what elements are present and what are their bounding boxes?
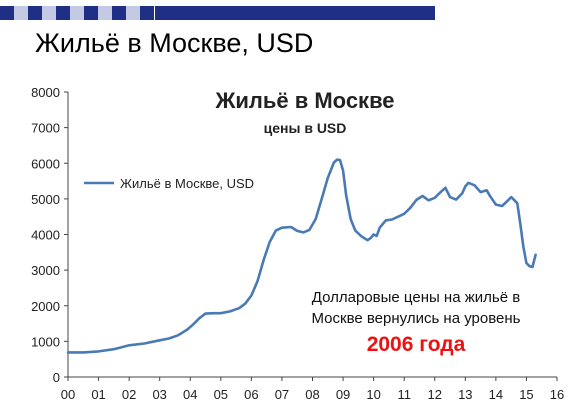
deco-square-7 [84, 6, 98, 20]
header-decoration [0, 6, 435, 20]
x-tick-label: 12 [428, 387, 442, 402]
y-tick-label: 2000 [31, 299, 60, 314]
annotation-line-2: Москве вернулись на уровень [312, 310, 521, 327]
x-tick-label: 14 [489, 387, 503, 402]
y-tick-label: 1000 [31, 334, 60, 349]
annotation: Долларовые цены на жильё в Москве вернул… [312, 289, 521, 356]
chart-title: Жильё в Москве [214, 88, 394, 113]
deco-square-8 [98, 6, 112, 20]
x-tick-label: 07 [275, 387, 289, 402]
y-tick-label: 6000 [31, 156, 60, 171]
x-axis-ticks: 00 01 02 03 04 05 06 07 08 09 10 11 12 13 14 15 16 [61, 377, 564, 402]
legend: Жильё в Москве, USD [84, 176, 254, 191]
y-tick-label: 7000 [31, 121, 60, 136]
y-tick-label: 4000 [31, 228, 60, 243]
deco-square-3 [28, 6, 42, 20]
slide-title: Жильё в Москве, USD [35, 28, 314, 58]
x-tick-label: 01 [91, 387, 105, 402]
y-tick-label: 0 [53, 370, 60, 385]
deco-square-6 [70, 6, 84, 20]
annotation-highlight: 2006 года [367, 333, 466, 356]
x-tick-label: 13 [458, 387, 472, 402]
x-tick-label: 08 [305, 387, 319, 402]
x-tick-label: 10 [366, 387, 380, 402]
x-tick-label: 05 [214, 387, 228, 402]
x-tick-label: 16 [550, 387, 564, 402]
deco-square-5 [56, 6, 70, 20]
y-tick-label: 3000 [31, 263, 60, 278]
x-tick-label: 00 [61, 387, 75, 402]
deco-square-10 [126, 6, 140, 20]
x-tick-label: 02 [122, 387, 136, 402]
x-tick-label: 04 [183, 387, 197, 402]
deco-square-1 [0, 6, 14, 20]
x-tick-label: 11 [397, 387, 411, 402]
y-tick-label: 8000 [31, 85, 60, 100]
series-line [66, 158, 537, 354]
header-bar [155, 6, 435, 20]
annotation-line-1: Долларовые цены на жильё в [312, 289, 520, 306]
y-tick-label: 5000 [31, 192, 60, 207]
deco-square-11 [140, 6, 154, 20]
deco-square-9 [112, 6, 126, 20]
y-axis-ticks: 0 1000 2000 3000 4000 5000 6000 7000 8000 [31, 85, 68, 385]
chart-subtitle: цены в USD [264, 120, 347, 136]
x-tick-label: 15 [519, 387, 533, 402]
legend-label: Жильё в Москве, USD [120, 176, 254, 191]
x-tick-label: 03 [152, 387, 166, 402]
x-tick-label: 06 [244, 387, 258, 402]
x-tick-label: 09 [336, 387, 350, 402]
deco-square-2 [14, 6, 28, 20]
deco-square-4 [42, 6, 56, 20]
